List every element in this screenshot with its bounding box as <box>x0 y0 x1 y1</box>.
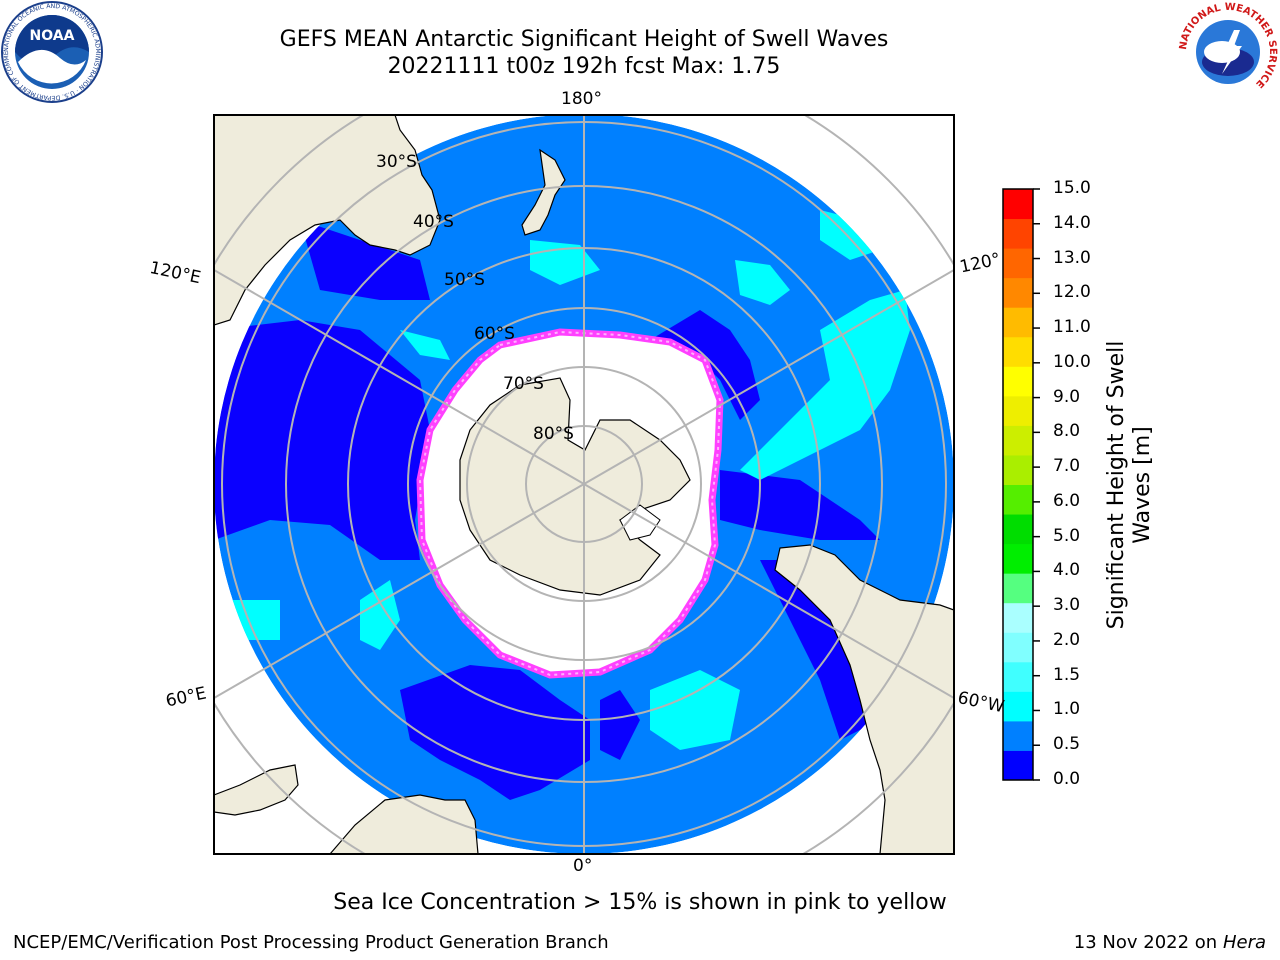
noaa-logo-text: NOAA <box>30 28 75 44</box>
new-zealand <box>521 148 566 236</box>
colorbar-tick-label: 2.0 <box>1053 629 1081 650</box>
sea-ice-inner-edge <box>418 330 722 677</box>
colorbar-tick-label: 1.5 <box>1053 664 1081 685</box>
colorbar-tick-label: 7.0 <box>1053 456 1081 477</box>
low-swell-region-north <box>300 220 430 300</box>
lat-label-40s: 40°S <box>413 212 454 232</box>
colorbar-ticks <box>1033 188 1040 781</box>
colorbar-tick-label: 14.0 <box>1053 212 1091 233</box>
land-masses <box>214 115 954 854</box>
colorbar-tick-label: 1.0 <box>1053 699 1081 720</box>
colorbar <box>1003 189 1033 781</box>
colorbar-segment <box>1003 395 1033 426</box>
swell-patch-west <box>360 580 400 650</box>
colorbar-segment <box>1003 750 1033 781</box>
swell-patch-northeast <box>735 260 790 305</box>
madagascar <box>214 764 299 816</box>
low-swell-patch <box>600 690 640 760</box>
nws-logo: NATIONAL WEATHER SERVICE <box>1178 2 1278 102</box>
colorbar-segment <box>1003 454 1033 485</box>
lat-label-50s: 50°S <box>444 270 485 290</box>
colorbar-tick-label: 13.0 <box>1053 247 1091 268</box>
colorbar-segment <box>1003 543 1033 574</box>
lat-label-70s: 70°S <box>503 374 544 394</box>
swell-1.0-1.5-south <box>650 670 740 750</box>
lon-label-0: 0° <box>573 856 593 876</box>
lon-label-180: 180° <box>561 89 602 109</box>
colorbar-tick-label: 6.0 <box>1053 490 1081 511</box>
colorbar-segment <box>1003 661 1033 692</box>
low-swell-region-south <box>400 665 590 800</box>
colorbar-segment <box>1003 632 1033 663</box>
colorbar-title-line2: Waves [m] <box>1130 426 1155 544</box>
colorbar-frame <box>1002 188 1034 781</box>
colorbar-tick-label: 15.0 <box>1053 178 1091 198</box>
footer-credit: NCEP/EMC/Verification Post Processing Pr… <box>13 932 609 953</box>
australia <box>214 115 441 326</box>
colorbar-tick-label: 11.0 <box>1053 317 1091 338</box>
colorbar-tick-label: 12.0 <box>1053 282 1091 303</box>
chart-title: GEFS MEAN Antarctic Significant Height o… <box>279 27 889 52</box>
swell-patch-northwest <box>400 330 450 360</box>
colorbar-segment <box>1003 573 1033 604</box>
colorbar-segment <box>1003 336 1033 367</box>
colorbar-tick-label: 5.0 <box>1053 525 1081 546</box>
colorbar-tick-label: 0.5 <box>1053 734 1081 755</box>
colorbar-segment <box>1003 720 1033 751</box>
colorbar-segment <box>1003 218 1033 249</box>
colorbar-tick-label: 4.0 <box>1053 560 1081 581</box>
colorbar-segment <box>1003 602 1033 633</box>
antarctica-group <box>416 328 724 679</box>
colorbar-title-line1: Significant Height of Swell <box>1104 340 1129 630</box>
colorbar-tick-label: 8.0 <box>1053 421 1081 442</box>
footer-host: Hera <box>1222 932 1266 953</box>
south-america <box>774 544 954 854</box>
noaa-logo: NATIONAL OCEANIC AND ATMOSPHERIC ADMINIS… <box>0 0 103 103</box>
map-frame <box>213 114 955 855</box>
low-swell-region-west <box>214 320 430 560</box>
colorbar-segment <box>1003 484 1033 515</box>
colorbar-tick-label: 10.0 <box>1053 351 1091 372</box>
africa <box>329 794 479 854</box>
chart-subtitle: 20221111 t00z 192h fcst Max: 1.75 <box>387 54 781 79</box>
lat-label-60s: 60°S <box>474 324 515 344</box>
sea-ice-note: Sea Ice Concentration > 15% is shown in … <box>333 890 947 915</box>
colorbar-segment <box>1003 248 1033 279</box>
colorbar-tick-label: 9.0 <box>1053 386 1081 407</box>
colorbar-tick-label: 0.0 <box>1053 769 1081 789</box>
lat-label-80s: 80°S <box>533 424 574 444</box>
colorbar-segment <box>1003 307 1033 338</box>
colorbar-title: Significant Height of Swell Waves [m] <box>1104 325 1156 645</box>
colorbar-segment <box>1003 189 1033 220</box>
lat-label-30s: 30°S <box>376 152 417 172</box>
footer-date-text: 13 Nov 2022 on <box>1073 932 1218 953</box>
graticule <box>214 115 954 854</box>
colorbar-segment <box>1003 514 1033 545</box>
colorbar-segment <box>1003 691 1033 722</box>
footer-date: 13 Nov 2022 on Hera <box>1074 932 1266 953</box>
colorbar-segment <box>1003 277 1033 308</box>
meridian-60e-120w <box>214 269 954 699</box>
colorbar-segment <box>1003 366 1033 397</box>
swell-1.0-1.5-east <box>740 290 910 480</box>
colorbar-segment <box>1003 425 1033 456</box>
colorbar-tick-label: 3.0 <box>1053 595 1081 616</box>
